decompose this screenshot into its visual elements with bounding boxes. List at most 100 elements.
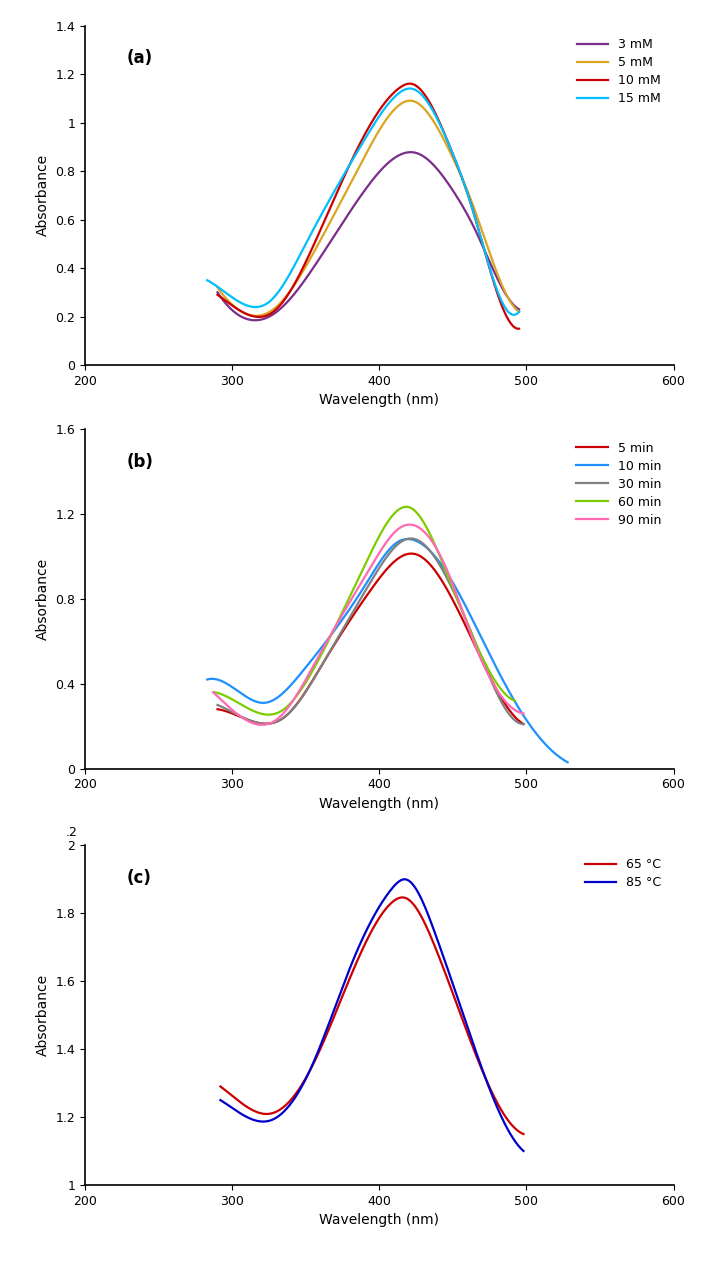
10 min [564,755,572,770]
10 min [374,556,383,571]
10 mM [508,318,517,333]
10 mM [358,131,367,146]
15 mM [459,174,468,190]
5 min [360,591,369,606]
5 mM [393,99,402,114]
X-axis label: Wavelength (nm): Wavelength (nm) [319,393,440,407]
60 min [211,684,219,699]
Text: .2: .2 [66,826,78,839]
Line: 85 °C: 85 °C [220,879,523,1150]
5 min [513,711,521,726]
10 min [203,671,211,687]
5 mM [359,151,367,167]
85 °C [380,892,389,907]
60 min [457,602,466,617]
10 mM [515,322,523,337]
10 mM [514,322,523,337]
15 mM [406,81,414,96]
60 min [355,569,364,584]
3 mM [515,301,523,316]
30 min [379,555,387,570]
60 min [389,506,398,521]
10 min [555,749,564,765]
15 mM [510,307,518,323]
5 mM [252,309,260,324]
65 °C [396,890,405,906]
30 min [213,697,222,712]
85 °C [396,872,405,888]
65 °C [360,938,369,953]
60 min [353,573,362,588]
5 min [359,593,367,608]
90 min [519,706,527,721]
10 mM [461,179,469,195]
Y-axis label: Absorbance: Absorbance [35,557,50,640]
Text: (b): (b) [126,453,153,471]
Y-axis label: Absorbance: Absorbance [36,974,50,1057]
Line: 10 min: 10 min [207,539,568,762]
10 mM [376,101,385,117]
Text: (c): (c) [126,870,151,888]
10 min [418,537,427,552]
65 °C [513,1122,521,1138]
5 mM [515,304,523,319]
Y-axis label: Absorbance: Absorbance [35,154,50,237]
60 min [510,693,519,708]
3 mM [213,284,222,300]
30 min [396,535,404,551]
Line: 30 min: 30 min [218,538,523,724]
90 min [359,573,367,588]
90 min [464,621,473,637]
3 mM [357,187,366,202]
30 min [359,587,367,602]
3 mM [377,161,386,177]
85 °C [400,871,408,886]
30 min [360,584,369,600]
85 °C [519,1143,527,1158]
5 mM [377,119,386,135]
Line: 5 min: 5 min [218,553,523,724]
90 min [357,575,365,591]
65 °C [380,903,389,918]
Legend: 3 mM, 5 mM, 10 mM, 15 mM: 3 mM, 5 mM, 10 mM, 15 mM [571,32,667,111]
15 mM [353,145,362,160]
90 min [258,717,267,733]
3 mM [462,204,470,219]
5 min [379,566,387,582]
85 °C [465,1025,474,1040]
85 °C [360,927,369,943]
5 mM [406,94,414,109]
10 min [398,532,406,547]
Line: 15 mM: 15 mM [207,88,519,315]
65 °C [519,1126,527,1141]
85 °C [216,1093,225,1108]
90 min [394,521,403,537]
85 °C [513,1136,521,1152]
3 mM [251,313,259,328]
90 min [377,542,386,557]
65 °C [216,1079,225,1094]
30 min [513,714,521,729]
5 mM [509,298,518,314]
X-axis label: Wavelength (nm): Wavelength (nm) [319,1213,440,1227]
15 mM [351,147,359,163]
30 min [519,716,527,731]
90 min [406,518,414,533]
85 °C [362,924,370,939]
Line: 90 min: 90 min [213,525,523,725]
65 °C [398,890,407,906]
3 mM [509,297,518,313]
Text: (a): (a) [126,50,152,68]
5 min [396,550,404,565]
15 mM [515,304,523,319]
65 °C [465,1030,474,1045]
5 mM [462,179,470,195]
10 min [376,553,385,569]
65 °C [362,934,370,949]
5 min [213,702,222,717]
5 mM [357,155,366,170]
Legend: 5 min, 10 min, 30 min, 60 min, 90 min: 5 min, 10 min, 30 min, 60 min, 90 min [570,436,667,533]
90 min [209,684,218,699]
15 mM [389,91,397,106]
60 min [264,707,273,722]
